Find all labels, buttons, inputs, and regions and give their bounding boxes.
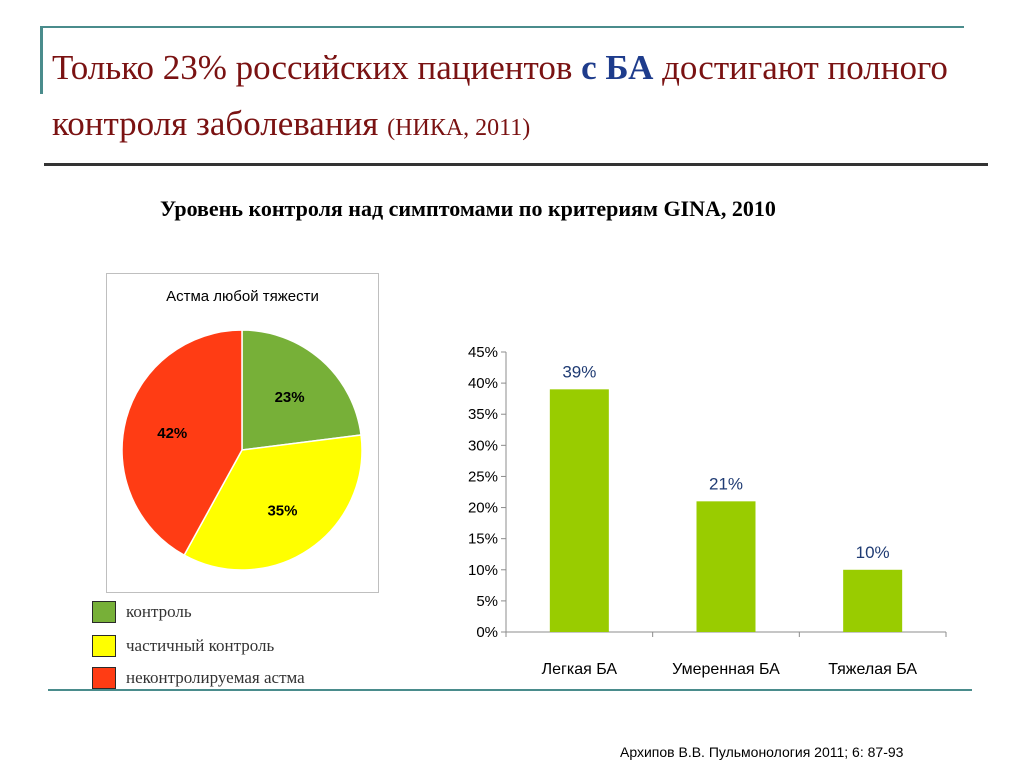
legend-swatch-partial bbox=[92, 635, 116, 657]
y-tick-label-0: 0% bbox=[476, 624, 498, 641]
x-category-label-0: Легкая БА bbox=[542, 661, 618, 678]
bar-2 bbox=[843, 569, 903, 632]
title-accent-bar bbox=[40, 26, 43, 94]
pie-slice-1 bbox=[183, 434, 363, 571]
legend-swatch-control bbox=[92, 601, 116, 623]
bar-chart: 0% 5% 10% 15% 20% 25% 30% 35% 40% 45% 39% Легкая БА… bbox=[468, 344, 947, 678]
title-highlight: с БА bbox=[581, 48, 654, 87]
citation: Архипов В.В. Пульмонология 2011; 6: 87-9… bbox=[620, 744, 904, 760]
y-tick-label-5: 25% bbox=[468, 468, 498, 485]
y-tick-label-4: 20% bbox=[468, 500, 498, 517]
bar-0 bbox=[549, 389, 609, 632]
page-title: Только 23% российских пациентов с БА дос… bbox=[52, 40, 992, 156]
legend-label-control: контроль bbox=[126, 602, 192, 621]
title-part1: Только 23% российских пациентов bbox=[52, 48, 582, 87]
bottom-rule bbox=[48, 689, 972, 691]
y-tick-label-7: 35% bbox=[468, 406, 498, 423]
title-source: (НИКА, 2011) bbox=[387, 115, 531, 141]
title-part2: достигают полного контроля заболевания bbox=[52, 48, 948, 143]
title-divider bbox=[44, 163, 988, 166]
y-tick-label-8: 40% bbox=[468, 375, 498, 392]
pie-slice-label-0: 23% bbox=[275, 389, 305, 406]
pie-slice-label-2: 42% bbox=[157, 425, 187, 442]
y-tick-label-1: 5% bbox=[476, 593, 498, 610]
pie-chart-title: Астма любой тяжести bbox=[166, 288, 319, 305]
y-tick-label-6: 30% bbox=[468, 437, 498, 454]
bar-value-label-2: 10% bbox=[856, 543, 890, 562]
y-tick-label-3: 15% bbox=[468, 531, 498, 548]
x-category-label-2: Тяжелая БА bbox=[828, 661, 917, 678]
pie-slice-2 bbox=[121, 329, 243, 557]
y-tick-label-9: 45% bbox=[468, 344, 498, 361]
chart-subtitle: Уровень контроля над симптомами по крите… bbox=[160, 196, 776, 221]
legend-swatch-uncontrolled bbox=[92, 667, 116, 689]
bar-value-label-1: 21% bbox=[709, 474, 743, 493]
pie-slice-0 bbox=[241, 329, 362, 451]
legend-label-partial: частичный контроль bbox=[126, 636, 275, 655]
y-tick-label-2: 10% bbox=[468, 562, 498, 579]
top-rule bbox=[40, 26, 964, 28]
legend-label-uncontrolled: неконтролируемая астма bbox=[126, 668, 305, 687]
x-category-label-1: Умеренная БА bbox=[672, 661, 780, 678]
bar-1 bbox=[696, 501, 756, 632]
pie-chart-panel: Астма любой тяжести 23% 35% 42% bbox=[106, 273, 379, 593]
bar-value-label-0: 39% bbox=[562, 362, 596, 381]
pie-slice-label-1: 35% bbox=[267, 503, 297, 520]
pie-chart: 23% 35% 42% bbox=[121, 329, 363, 571]
